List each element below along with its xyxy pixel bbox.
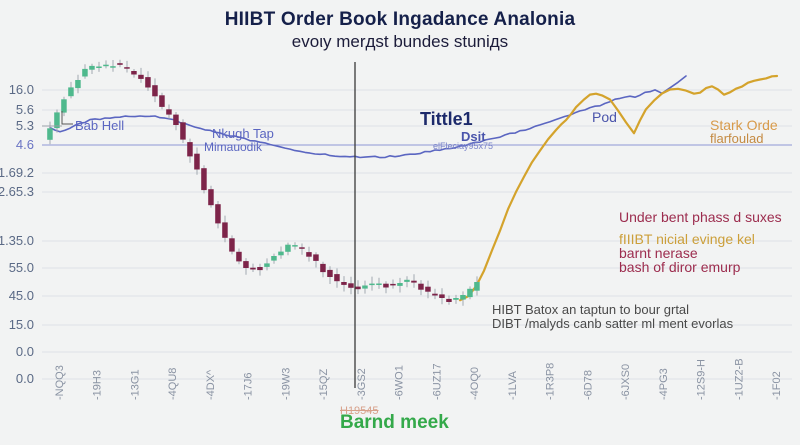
svg-text:55.0: 55.0 bbox=[9, 260, 34, 275]
svg-text:-19H3: -19H3 bbox=[92, 370, 104, 400]
svg-text:-4DX^: -4DX^ bbox=[205, 369, 217, 400]
svg-text:5.3: 5.3 bbox=[16, 118, 34, 133]
svg-text:0.0: 0.0 bbox=[16, 344, 34, 359]
svg-text:-13G1: -13G1 bbox=[130, 369, 142, 400]
svg-text:-1LVA: -1LVA bbox=[507, 370, 519, 400]
svg-text:-1R3P8: -1R3P8 bbox=[545, 363, 557, 400]
svg-text:-4QU8: -4QU8 bbox=[167, 368, 179, 400]
svg-text:-4OQ0: -4OQ0 bbox=[469, 367, 481, 400]
svg-text:-NQQ3: -NQQ3 bbox=[54, 365, 66, 400]
svg-text:15.0: 15.0 bbox=[9, 317, 34, 332]
svg-text:1.69.2: 1.69.2 bbox=[0, 165, 34, 180]
svg-text:5.6: 5.6 bbox=[16, 102, 34, 117]
svg-text:-6JXS0: -6JXS0 bbox=[620, 364, 632, 400]
svg-text:1.35.0: 1.35.0 bbox=[0, 233, 34, 248]
svg-text:-3GS2: -3GS2 bbox=[356, 368, 368, 400]
svg-text:-12S9-H: -12S9-H bbox=[696, 359, 708, 400]
svg-text:-6D78: -6D78 bbox=[582, 370, 594, 400]
svg-text:-15QZ: -15QZ bbox=[318, 369, 330, 400]
svg-text:16.0: 16.0 bbox=[9, 82, 34, 97]
svg-text:0.0: 0.0 bbox=[16, 371, 34, 386]
svg-text:-1F02: -1F02 bbox=[771, 371, 783, 400]
svg-text:-4PG3: -4PG3 bbox=[658, 368, 670, 400]
svg-text:2.65.3: 2.65.3 bbox=[0, 184, 34, 199]
svg-text:-1UZ2-B: -1UZ2-B bbox=[733, 358, 745, 400]
svg-text:-17J6: -17J6 bbox=[243, 372, 255, 400]
svg-text:-6UZ17: -6UZ17 bbox=[431, 363, 443, 400]
svg-text:-6WO1: -6WO1 bbox=[394, 365, 406, 400]
svg-text:45.0: 45.0 bbox=[9, 288, 34, 303]
svg-text:4.6: 4.6 bbox=[16, 137, 34, 152]
svg-text:-19W3: -19W3 bbox=[280, 368, 292, 400]
